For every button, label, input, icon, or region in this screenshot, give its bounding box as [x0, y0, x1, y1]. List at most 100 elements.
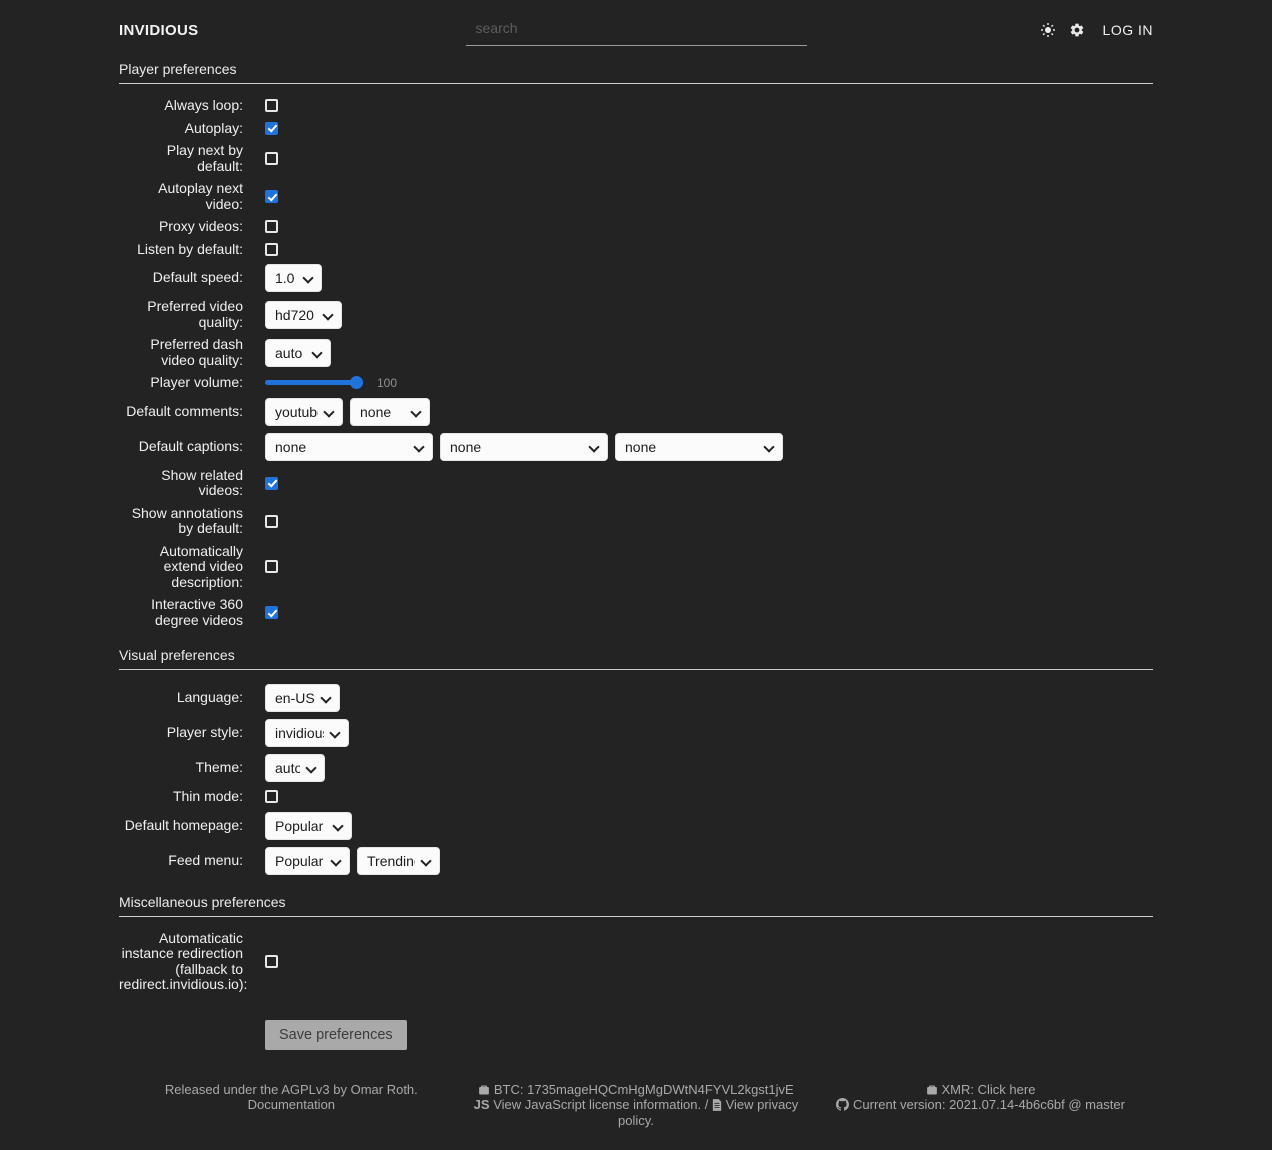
top-navbar: INVIDIOUS LOG IN	[119, 0, 1153, 42]
autoplay-checkbox[interactable]	[265, 122, 278, 135]
player-preferences-section: Player preferences Always loop: Autoplay…	[119, 61, 1153, 628]
autoplay-label: Autoplay:	[119, 121, 243, 137]
default-comments-label: Default comments:	[119, 404, 243, 420]
default-comments-select-2-control[interactable]: none	[351, 399, 429, 425]
pref-row-annotations: Show annotations by default:	[119, 506, 1153, 537]
default-speed-select-control[interactable]: 1.0	[266, 265, 321, 291]
proxy-videos-checkbox[interactable]	[265, 220, 278, 233]
annotations-label: Show annotations by default:	[119, 506, 243, 537]
feed-menu-select-2[interactable]: Trending	[357, 847, 440, 875]
auto-redirect-label: Automaticatic instance redirection (fall…	[119, 931, 243, 993]
pref-row-default-captions: Default captions: none none none	[119, 433, 1153, 461]
footer-slash: /	[705, 1097, 709, 1112]
feed-menu-select-1-control[interactable]: Popular	[266, 848, 349, 874]
interactive-360-checkbox[interactable]	[265, 606, 278, 619]
preferred-quality-select[interactable]: hd720	[265, 301, 342, 329]
visual-preferences-section: Visual preferences Language: en-US Playe…	[119, 647, 1153, 875]
preferred-quality-select-control[interactable]: hd720	[266, 302, 341, 328]
default-comments-select-1-control[interactable]: youtube	[266, 399, 342, 425]
pref-row-default-comments: Default comments: youtube none	[119, 398, 1153, 426]
feed-menu-select-2-control[interactable]: Trending	[358, 848, 439, 874]
default-comments-controls: youtube none	[265, 398, 430, 426]
default-captions-select-2[interactable]: none	[440, 433, 608, 461]
pref-row-play-next: Play next by default:	[119, 143, 1153, 174]
version-link[interactable]: 2021.07.14-4b6c6bf @ master	[949, 1097, 1125, 1112]
player-style-select[interactable]: invidious	[265, 719, 349, 747]
version-label: Current version:	[853, 1097, 945, 1112]
preferred-dash-quality-select-control[interactable]: auto	[266, 340, 330, 366]
wallet-icon	[478, 1084, 490, 1096]
footer-btc-line: BTC: 1735mageHQCmHgMgDWtN4FYVL2kgst1jvE	[464, 1082, 809, 1098]
theme-select-control[interactable]: auto	[266, 755, 324, 781]
preferred-quality-label: Preferred video quality:	[119, 299, 243, 330]
player-volume-slider[interactable]	[265, 376, 362, 389]
gear-icon[interactable]	[1069, 22, 1085, 38]
listen-default-checkbox[interactable]	[265, 243, 278, 256]
pref-row-theme: Theme: auto	[119, 754, 1153, 782]
js-license-link[interactable]: View JavaScript license information.	[493, 1097, 701, 1112]
footer-license-line: JS View JavaScript license information. …	[464, 1097, 809, 1128]
player-style-label: Player style:	[119, 725, 243, 741]
default-captions-select-1[interactable]: none	[265, 433, 433, 461]
default-captions-select-2-control[interactable]: none	[441, 434, 607, 460]
page-footer: Released under the AGPLv3 by Omar Roth. …	[119, 1082, 1153, 1150]
footer-left-column: Released under the AGPLv3 by Omar Roth. …	[119, 1082, 464, 1129]
pref-row-default-speed: Default speed: 1.0	[119, 264, 1153, 292]
language-select-control[interactable]: en-US	[266, 685, 339, 711]
login-link[interactable]: LOG IN	[1103, 22, 1153, 38]
document-icon	[712, 1099, 722, 1111]
preferred-dash-quality-label: Preferred dash video quality:	[119, 337, 243, 368]
default-speed-select[interactable]: 1.0	[265, 264, 322, 292]
related-videos-label: Show related videos:	[119, 468, 243, 499]
slider-thumb[interactable]	[350, 376, 363, 389]
search-input[interactable]	[466, 14, 807, 46]
wallet-icon	[926, 1084, 938, 1096]
autoplay-next-label: Autoplay next video:	[119, 181, 243, 212]
documentation-link[interactable]: Documentation	[248, 1097, 335, 1112]
default-captions-select-3[interactable]: none	[615, 433, 783, 461]
theme-select[interactable]: auto	[265, 754, 325, 782]
site-logo[interactable]: INVIDIOUS	[119, 22, 198, 39]
xmr-label: XMR:	[942, 1082, 975, 1097]
github-icon	[836, 1098, 849, 1111]
xmr-link[interactable]: Click here	[978, 1082, 1036, 1097]
default-comments-select-1[interactable]: youtube	[265, 398, 343, 426]
sun-icon[interactable]	[1040, 22, 1056, 38]
pref-row-default-homepage: Default homepage: Popular	[119, 812, 1153, 840]
extend-description-checkbox[interactable]	[265, 560, 278, 573]
thin-mode-checkbox[interactable]	[265, 790, 278, 803]
default-captions-select-1-control[interactable]: none	[266, 434, 432, 460]
play-next-label: Play next by default:	[119, 143, 243, 174]
related-videos-checkbox[interactable]	[265, 477, 278, 490]
player-style-select-control[interactable]: invidious	[266, 720, 348, 746]
auto-redirect-checkbox[interactable]	[265, 955, 278, 968]
pref-row-player-volume: Player volume: 100	[119, 375, 1153, 391]
player-volume-value: 100	[377, 376, 397, 390]
footer-xmr-line: XMR: Click here	[808, 1082, 1153, 1098]
footer-right-column: XMR: Click here Current version: 2021.07…	[808, 1082, 1153, 1129]
theme-label: Theme:	[119, 760, 243, 776]
footer-version-line: Current version: 2021.07.14-4b6c6bf @ ma…	[808, 1097, 1153, 1113]
pref-row-autoplay: Autoplay:	[119, 121, 1153, 137]
save-preferences-button[interactable]: Save preferences	[265, 1020, 407, 1050]
feed-menu-select-1[interactable]: Popular	[265, 847, 350, 875]
pref-row-autoplay-next: Autoplay next video:	[119, 181, 1153, 212]
annotations-checkbox[interactable]	[265, 515, 278, 528]
always-loop-checkbox[interactable]	[265, 99, 278, 112]
default-homepage-select[interactable]: Popular	[265, 812, 352, 840]
feed-menu-controls: Popular Trending	[265, 847, 440, 875]
js-icon: JS	[474, 1097, 490, 1112]
default-homepage-select-control[interactable]: Popular	[266, 813, 351, 839]
default-captions-select-3-control[interactable]: none	[616, 434, 782, 460]
thin-mode-label: Thin mode:	[119, 789, 243, 805]
section-title-player: Player preferences	[119, 61, 1153, 84]
section-title-misc: Miscellaneous preferences	[119, 894, 1153, 917]
play-next-checkbox[interactable]	[265, 152, 278, 165]
default-comments-select-2[interactable]: none	[350, 398, 430, 426]
proxy-videos-label: Proxy videos:	[119, 219, 243, 235]
autoplay-next-checkbox[interactable]	[265, 190, 278, 203]
pref-row-language: Language: en-US	[119, 684, 1153, 712]
preferred-dash-quality-select[interactable]: auto	[265, 339, 331, 367]
section-title-visual: Visual preferences	[119, 647, 1153, 670]
language-select[interactable]: en-US	[265, 684, 340, 712]
